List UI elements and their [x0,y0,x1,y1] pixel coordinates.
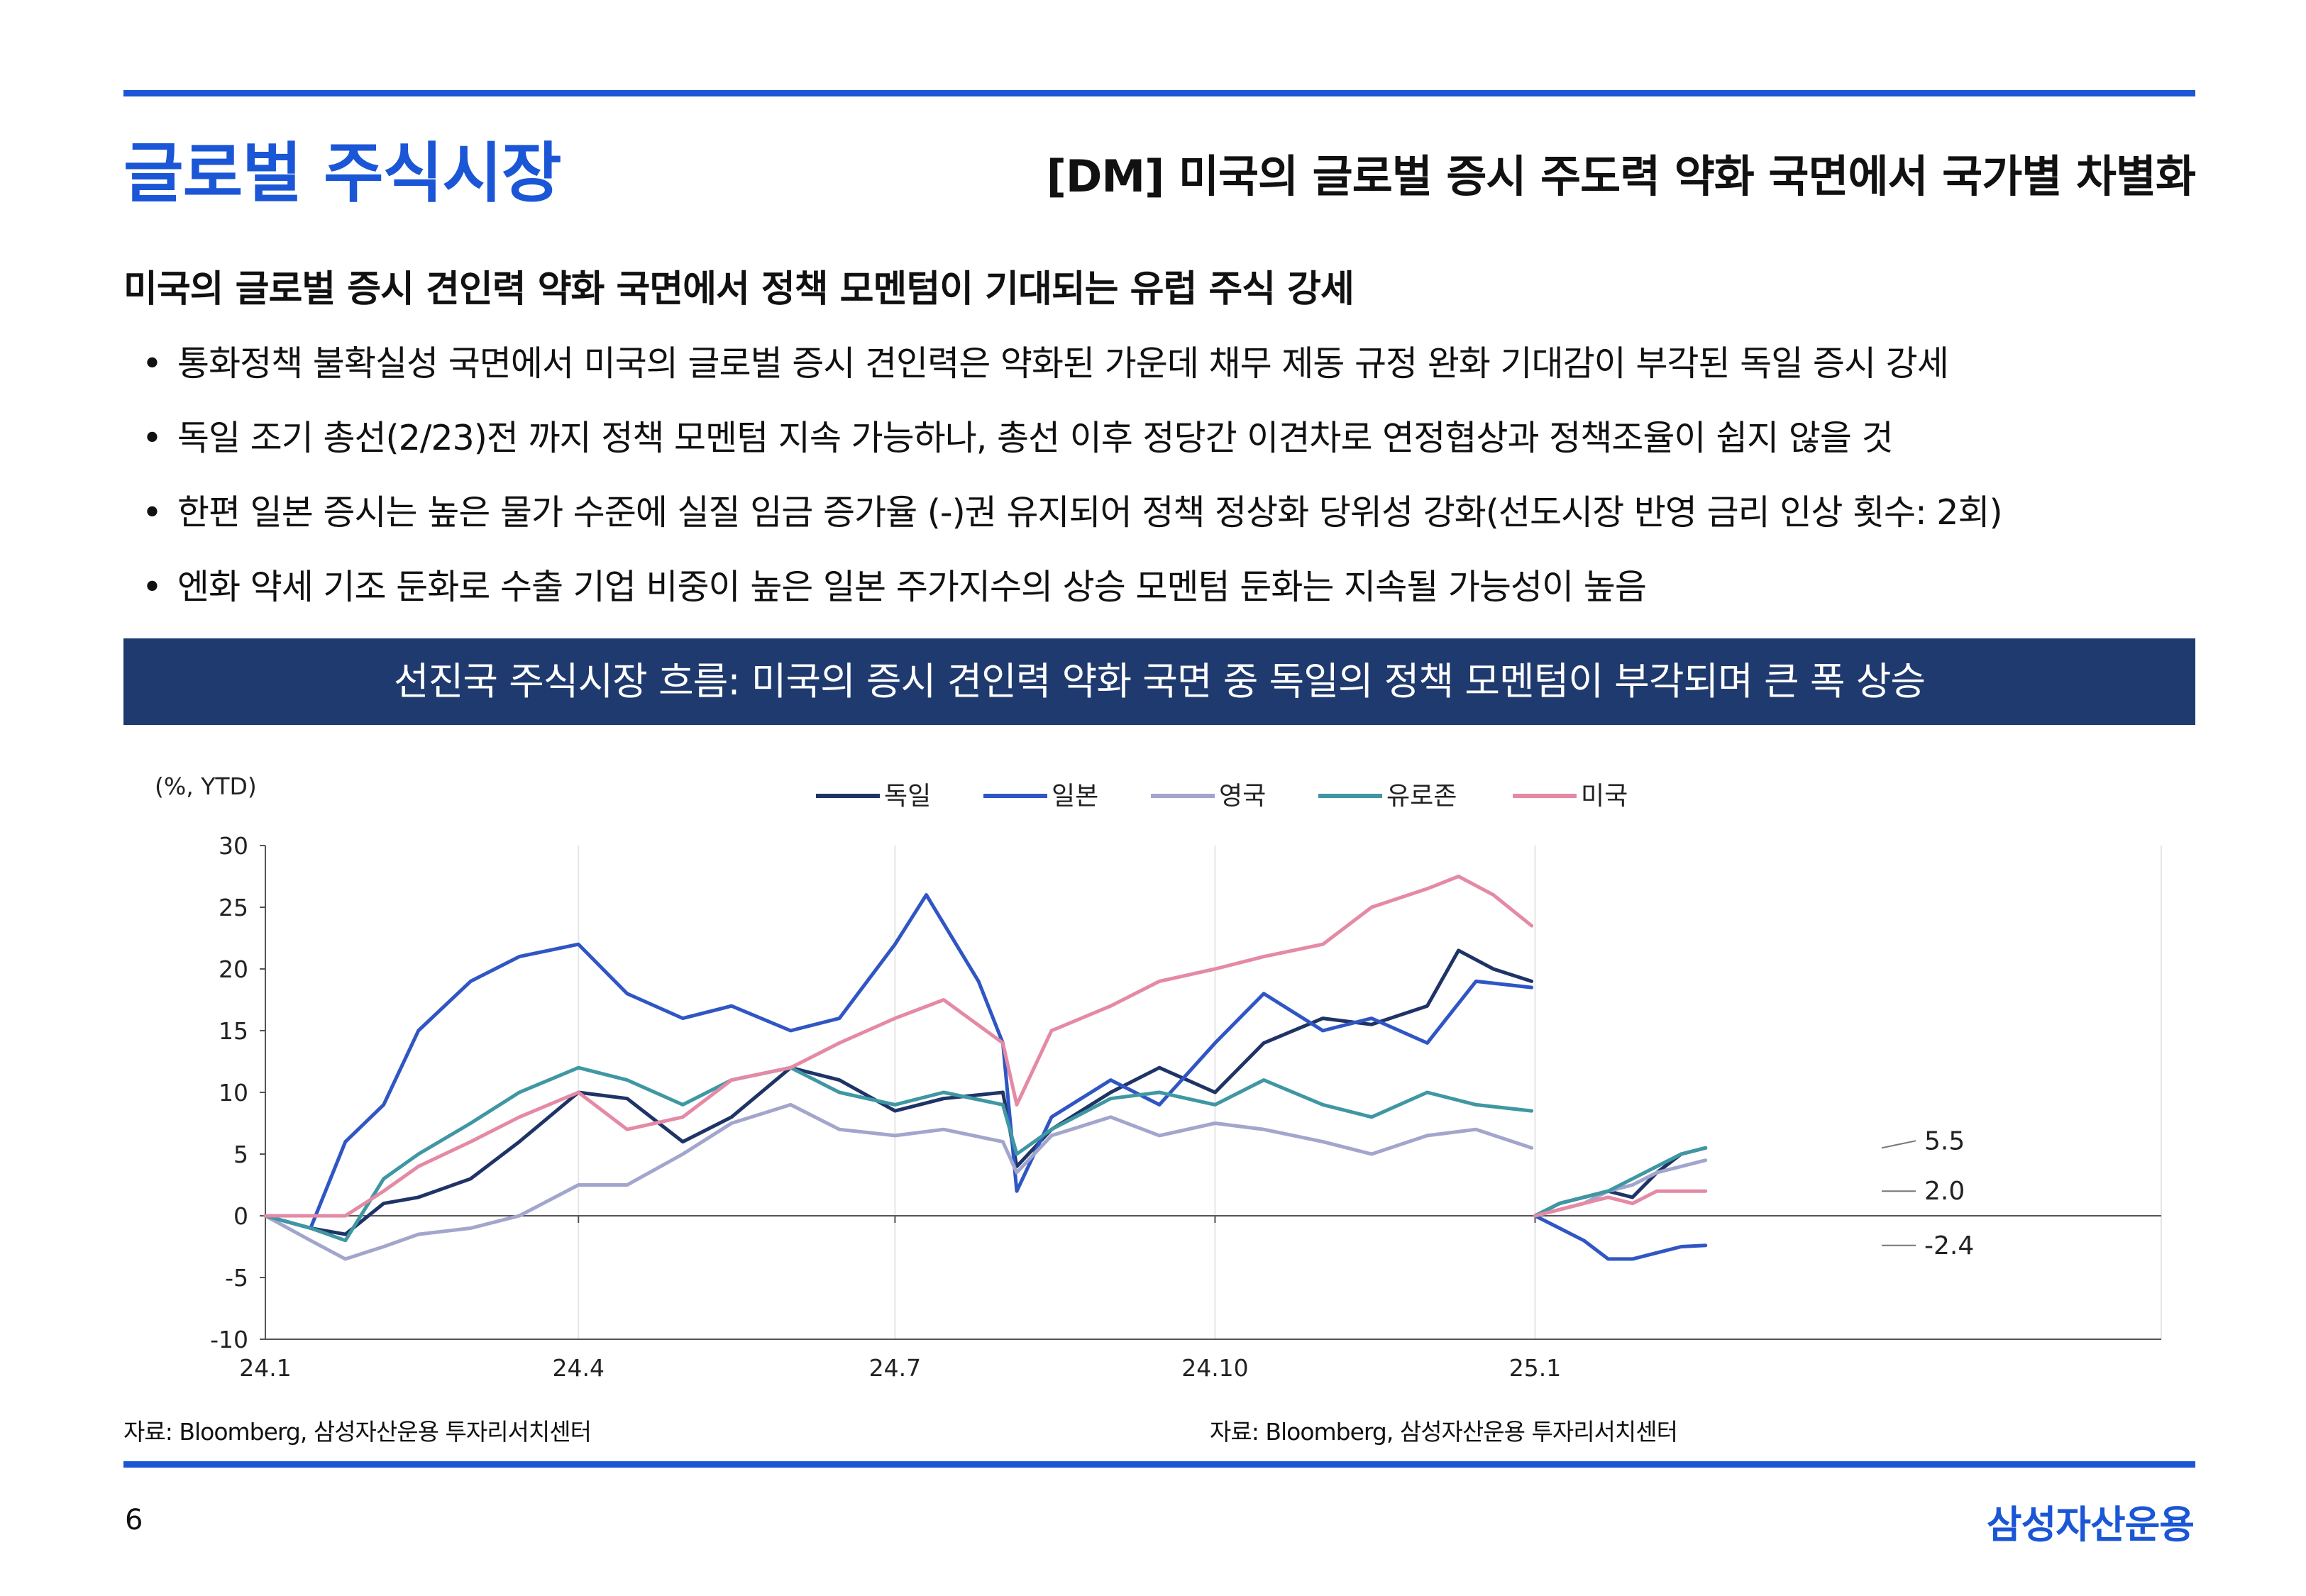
end-value-label: -2.4 [1924,1231,1974,1260]
legend-label: 일본 [1052,782,1098,811]
bullet-item: 독일 조기 총선(2/23)전 까지 정책 모멘텀 지속 가능하나, 총선 이후… [142,401,2002,475]
y-tick-label: -10 [210,1326,248,1353]
footer-rule [123,1461,2195,1468]
end-value-label: 2.0 [1924,1177,1965,1206]
legend-label: 영국 [1219,782,1266,811]
bullet-item: 통화정책 불확실성 국면에서 미국의 글로벌 증시 견인력은 약화된 가운데 채… [142,326,2002,401]
y-tick-label: 10 [219,1079,248,1107]
brand-logo: 삼성자산운용 [1986,1502,2195,1547]
series-line [263,875,1534,1218]
series-line [263,893,1534,1230]
section-heading: 미국의 글로벌 증시 견인력 약화 국면에서 정책 모멘텀이 기대되는 유럽 주… [123,268,1355,311]
unit-label: (%, YTD) [155,772,257,800]
header-rule [123,90,2195,96]
series-line [1533,1214,1708,1261]
series-line [1533,1146,1708,1218]
series-line [1533,1158,1708,1218]
page-title: 글로벌 주식시장 [123,135,562,211]
bullet-item: 엔화 약세 기조 둔화로 수출 기업 비중이 높은 일본 주가지수의 상승 모멘… [142,550,2002,624]
page-number: 6 [125,1504,143,1536]
page-subtitle: [DM] 미국의 글로벌 증시 주도력 약화 국면에서 국가별 차별화 [1046,150,2196,202]
y-tick-label: 25 [219,894,248,921]
line-chart: -10 -5 0 5 10 15 20 25 30 24.1 24.4 24.7 24.10 25.1 (%… [155,772,2162,1382]
x-tick-label: 24.10 [1181,1354,1248,1382]
x-tick-label: 24.4 [553,1354,605,1382]
source-note-left: 자료: Bloomberg, 삼성자산운용 투자리서치센터 [123,1418,592,1446]
y-tick-label: 5 [233,1141,248,1168]
y-tick-label: 0 [233,1202,248,1230]
legend-label: 유로존 [1386,782,1457,811]
chart-area: -10 -5 0 5 10 15 20 25 30 24.1 24.4 24.7 24.10 25.1 (%… [0,738,2306,1433]
end-value-label: 5.5 [1924,1126,1965,1156]
series-line [1533,1189,1708,1218]
legend-label: 미국 [1581,782,1628,811]
x-tick-label: 24.7 [869,1354,921,1382]
y-tick-label: 15 [219,1017,248,1045]
x-tick-label: 25.1 [1509,1354,1561,1382]
chart-banner: 선진국 주식시장 흐름: 미국의 증시 견인력 약화 국면 중 독일의 정책 모… [123,638,2195,725]
x-tick-label: 24.1 [239,1354,291,1382]
end-label-leader [1881,1140,1916,1149]
y-tick-label: 20 [219,955,248,983]
series-line [1533,1146,1708,1218]
y-tick-label: -5 [225,1264,248,1292]
y-tick-label: 30 [219,832,248,860]
legend-label: 독일 [884,782,931,811]
source-note-right: 자료: Bloomberg, 삼성자산운용 투자리서치센터 [1210,1418,1678,1446]
series-line [263,1102,1534,1261]
series-line [263,948,1534,1236]
bullet-list: 통화정책 불확실성 국면에서 미국의 글로벌 증시 견인력은 약화된 가운데 채… [142,326,2003,624]
series-line [263,1065,1534,1243]
bullet-item: 한편 일본 증시는 높은 물가 수준에 실질 임금 증가율 (-)권 유지되어 … [142,475,2003,550]
